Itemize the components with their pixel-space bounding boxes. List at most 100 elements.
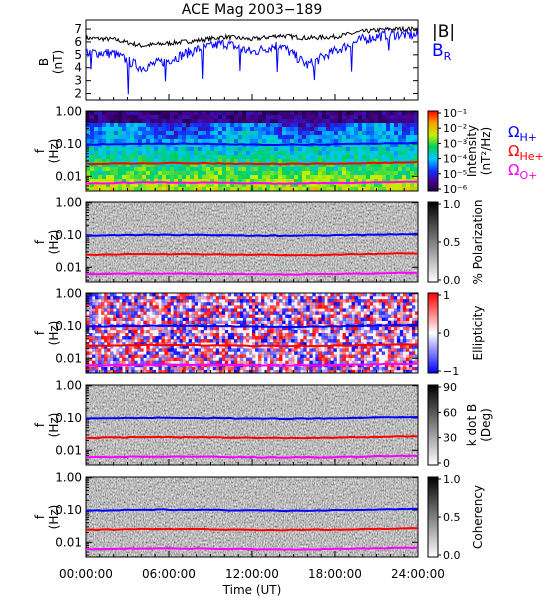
heatmap-cell <box>206 123 211 128</box>
heatmap-cell <box>206 175 211 180</box>
heatmap-cell <box>250 167 255 172</box>
heatmap-cell <box>150 159 155 164</box>
heatmap-cell <box>214 159 219 164</box>
heatmap-cell <box>110 339 114 343</box>
heatmap-cell <box>279 360 283 365</box>
heatmap-cell <box>396 311 401 315</box>
heatmap-cell <box>202 163 207 168</box>
heatmap-cell <box>227 345 232 349</box>
heatmap-cell <box>233 293 238 297</box>
heatmap-cell <box>102 111 107 116</box>
heatmap-cell <box>282 119 287 124</box>
heatmap-cell <box>98 147 103 152</box>
heatmap-cell <box>89 314 93 318</box>
heatmap-cell <box>218 151 223 156</box>
heatmap-cell <box>390 167 395 172</box>
heatmap-cell <box>164 348 168 352</box>
heatmap-cell <box>239 323 244 328</box>
heatmap-cell <box>234 155 239 160</box>
heatmap-cell <box>406 131 411 136</box>
heatmap-cell <box>182 175 187 180</box>
heatmap-cell <box>191 326 195 331</box>
heatmap-cell <box>366 115 371 120</box>
heatmap-cell <box>285 326 289 331</box>
heatmap-cell <box>210 179 215 184</box>
heatmap-cell <box>393 299 398 303</box>
heatmap-cell <box>158 354 162 358</box>
heatmap-cell <box>381 314 386 318</box>
heatmap-cell <box>218 119 223 124</box>
heatmap-cell <box>278 167 283 172</box>
heatmap-cell <box>264 302 268 306</box>
heatmap-cell <box>98 336 102 340</box>
heatmap-cell <box>261 336 265 340</box>
heatmap-cell <box>138 115 143 120</box>
heatmap-cell <box>238 119 243 124</box>
heatmap-cell <box>270 179 275 184</box>
heatmap-cell <box>176 351 180 355</box>
heatmap-cell <box>264 360 268 365</box>
heatmap-cell <box>166 135 171 140</box>
gyrofrequency-line-h-plus <box>86 141 419 147</box>
heatmap-cell <box>221 354 226 358</box>
gyrofrequency-line-o-plus <box>85 546 418 551</box>
heatmap-cell <box>212 345 217 349</box>
heatmap-cell <box>350 167 355 172</box>
heatmap-cell <box>227 369 232 374</box>
heatmap-cell <box>306 302 310 306</box>
heatmap-cell <box>306 357 310 361</box>
heatmap-cell <box>405 345 410 349</box>
b-field-y-label: B <box>37 58 51 66</box>
heatmap-cell <box>206 119 211 124</box>
heatmap-cell <box>113 305 117 309</box>
heatmap-cell <box>162 175 167 180</box>
heatmap-cell <box>238 127 243 132</box>
heatmap-cell <box>130 167 135 172</box>
heatmap-cell <box>152 354 156 358</box>
heatmap-cell <box>158 187 163 192</box>
heatmap-cell <box>326 179 331 184</box>
heatmap-cell <box>158 171 163 176</box>
heatmap-cell <box>218 175 223 180</box>
heatmap-cell <box>302 131 307 136</box>
heatmap-cell <box>176 329 180 334</box>
heatmap-cell <box>234 163 239 168</box>
heatmap-cell <box>338 127 343 132</box>
heatmap-cell <box>386 115 391 120</box>
heatmap-cell <box>90 163 95 168</box>
heatmap-cell <box>126 127 131 132</box>
heatmap-cell <box>114 127 119 132</box>
heatmap-cell <box>194 111 199 116</box>
heatmap-cell <box>414 317 419 321</box>
heatmap-cell <box>357 320 361 325</box>
heatmap-cell <box>351 320 355 325</box>
heatmap-cell <box>402 339 407 343</box>
heatmap-cell <box>166 151 171 156</box>
heatmap-cell <box>274 183 279 188</box>
heatmap-cell <box>202 127 207 132</box>
heatmap-cell <box>150 135 155 140</box>
heatmap-cell <box>252 314 256 318</box>
heatmap-cell <box>372 345 377 349</box>
heatmap-cell <box>390 143 395 148</box>
heatmap-cell <box>354 329 358 334</box>
heatmap-cell <box>206 320 211 325</box>
heatmap-cell <box>334 167 339 172</box>
heatmap-cell <box>194 317 198 321</box>
heatmap-cell <box>270 139 275 144</box>
heatmap-cell <box>267 305 271 309</box>
legend-omega-he: ΩHe+ <box>508 142 544 163</box>
heatmap-cell <box>149 333 153 337</box>
heatmap-cell <box>126 155 131 160</box>
heatmap-cell <box>242 175 247 180</box>
heatmap-cell <box>86 151 91 156</box>
heatmap-cell <box>288 357 292 361</box>
heatmap-cell <box>107 360 111 365</box>
heatmap-cell <box>330 360 334 365</box>
heatmap-cell <box>334 147 339 152</box>
heatmap-cell <box>182 147 187 152</box>
heatmap-cell <box>375 293 380 297</box>
heatmap-cell <box>246 111 251 116</box>
heatmap-cell <box>86 115 91 120</box>
heatmap-cell <box>218 123 223 128</box>
